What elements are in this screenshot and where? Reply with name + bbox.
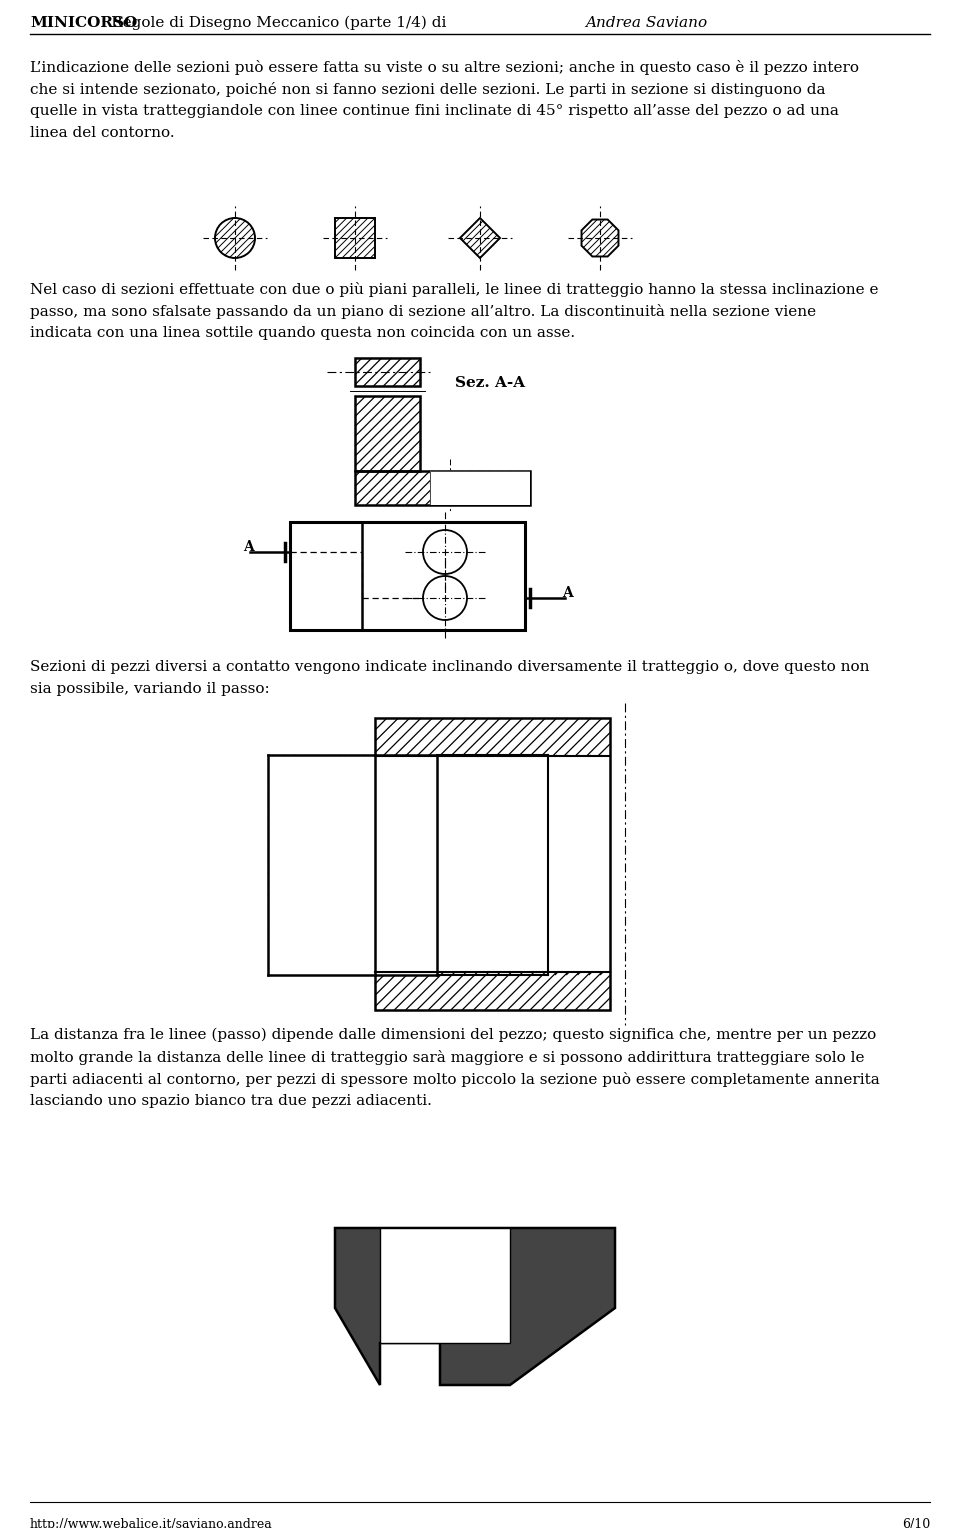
Bar <box>355 471 530 504</box>
Text: indicata con una linea sottile quando questa non coincida con un asse.: indicata con una linea sottile quando qu… <box>30 325 575 341</box>
Text: L’indicazione delle sezioni può essere fatta su viste o su altre sezioni; anche : L’indicazione delle sezioni può essere f… <box>30 60 859 75</box>
Text: linea del contorno.: linea del contorno. <box>30 125 175 141</box>
Text: parti adiacenti al contorno, per pezzi di spessore molto piccolo la sezione può : parti adiacenti al contorno, per pezzi d… <box>30 1073 879 1086</box>
Text: Sez. A-A: Sez. A-A <box>455 376 525 390</box>
Text: che si intende sezionato, poiché non si fanno sezioni delle sezioni. Le parti in: che si intende sezionato, poiché non si … <box>30 83 826 96</box>
Bar <box>355 396 420 471</box>
Text: La distanza fra le linee (passo) dipende dalle dimensioni del pezzo; questo sign: La distanza fra le linee (passo) dipende… <box>30 1028 876 1042</box>
Bar <box>335 219 375 258</box>
Text: lasciando uno spazio bianco tra due pezzi adiacenti.: lasciando uno spazio bianco tra due pezz… <box>30 1094 432 1108</box>
Bar <box>430 471 530 504</box>
Text: A: A <box>562 587 572 601</box>
Bar <box>375 718 610 1010</box>
Text: sia possibile, variando il passo:: sia possibile, variando il passo: <box>30 681 270 695</box>
Text: molto grande la distanza delle linee di tratteggio sarà maggiore e si possono ad: molto grande la distanza delle linee di … <box>30 1050 865 1065</box>
Bar <box>290 523 525 630</box>
Text: http://www.webalice.it/saviano.andrea: http://www.webalice.it/saviano.andrea <box>30 1517 273 1528</box>
Polygon shape <box>380 1229 510 1343</box>
Text: 6/10: 6/10 <box>901 1517 930 1528</box>
Polygon shape <box>335 1229 615 1384</box>
Text: : Regole di Disegno Meccanico (parte 1/4) di: : Regole di Disegno Meccanico (parte 1/4… <box>101 15 451 31</box>
Text: MINICORSO: MINICORSO <box>30 15 137 31</box>
Bar <box>430 471 530 504</box>
Bar <box>375 718 610 1010</box>
Text: Nel caso di sezioni effettuate con due o più piani paralleli, le linee di tratte: Nel caso di sezioni effettuate con due o… <box>30 283 878 296</box>
Text: A: A <box>243 539 253 555</box>
Text: quelle in vista tratteggiandole con linee continue fini inclinate di 45° rispett: quelle in vista tratteggiandole con line… <box>30 104 839 118</box>
Bar <box>355 358 420 387</box>
Text: Sezioni di pezzi diversi a contatto vengono indicate inclinando diversamente il : Sezioni di pezzi diversi a contatto veng… <box>30 660 870 674</box>
Text: Andrea Saviano: Andrea Saviano <box>585 15 708 31</box>
Bar <box>268 755 437 975</box>
Text: passo, ma sono sfalsate passando da un piano di sezione all’altro. La discontinu: passo, ma sono sfalsate passando da un p… <box>30 304 816 319</box>
